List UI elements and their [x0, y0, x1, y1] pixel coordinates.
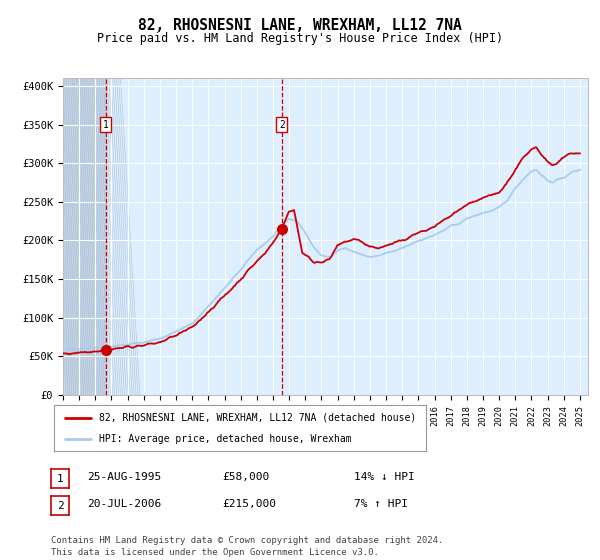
Text: 20-JUL-2006: 20-JUL-2006	[87, 499, 161, 509]
Text: 14% ↓ HPI: 14% ↓ HPI	[354, 472, 415, 482]
Text: 25-AUG-1995: 25-AUG-1995	[87, 472, 161, 482]
Text: 7% ↑ HPI: 7% ↑ HPI	[354, 499, 408, 509]
Text: HPI: Average price, detached house, Wrexham: HPI: Average price, detached house, Wrex…	[98, 435, 351, 444]
Text: Contains HM Land Registry data © Crown copyright and database right 2024.
This d: Contains HM Land Registry data © Crown c…	[51, 536, 443, 557]
Text: 82, RHOSNESNI LANE, WREXHAM, LL12 7NA: 82, RHOSNESNI LANE, WREXHAM, LL12 7NA	[138, 18, 462, 33]
Text: £215,000: £215,000	[222, 499, 276, 509]
Text: Price paid vs. HM Land Registry's House Price Index (HPI): Price paid vs. HM Land Registry's House …	[97, 32, 503, 45]
Text: 82, RHOSNESNI LANE, WREXHAM, LL12 7NA (detached house): 82, RHOSNESNI LANE, WREXHAM, LL12 7NA (d…	[98, 413, 416, 423]
Text: 1: 1	[56, 474, 64, 484]
Text: £58,000: £58,000	[222, 472, 269, 482]
Text: 2: 2	[56, 501, 64, 511]
Text: 2: 2	[279, 120, 285, 130]
Text: 1: 1	[103, 120, 109, 130]
